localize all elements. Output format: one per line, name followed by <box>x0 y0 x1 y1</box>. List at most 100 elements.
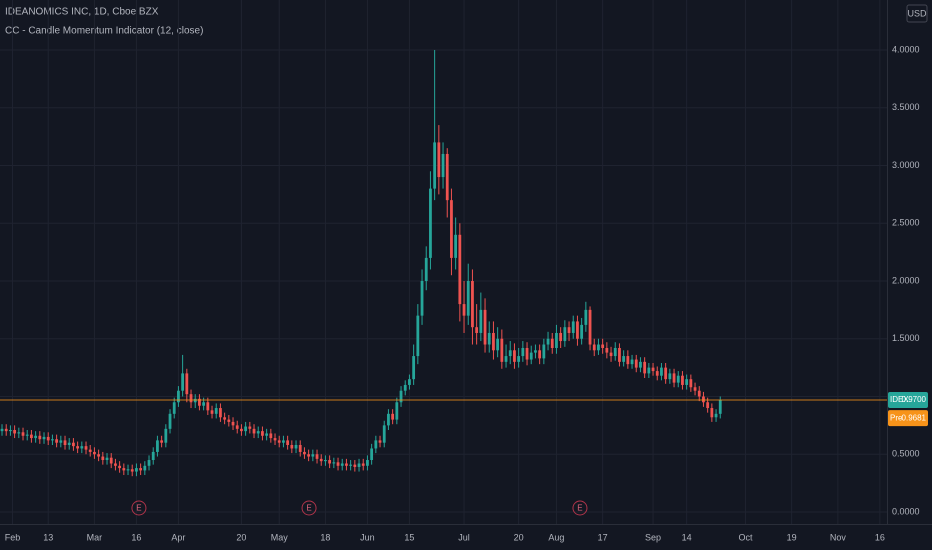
candle-body <box>126 469 130 471</box>
candle-body <box>496 338 500 351</box>
candle-body <box>668 373 672 380</box>
candle-body <box>462 304 466 316</box>
candle-body <box>424 257 428 281</box>
x-tick-label: 16 <box>131 532 141 542</box>
candle-body <box>613 347 617 357</box>
x-tick-label: 15 <box>404 532 414 542</box>
candle-body <box>559 332 563 342</box>
plot <box>0 50 722 477</box>
candle-body <box>38 435 42 440</box>
candle-body <box>328 460 332 464</box>
candle-body <box>681 375 684 385</box>
candle-body <box>261 431 264 436</box>
candle-body <box>588 309 592 345</box>
candle-body <box>445 153 449 201</box>
x-tick-label: 18 <box>320 532 330 542</box>
price-label-name: IDEX <box>890 395 909 404</box>
candle-body <box>618 347 621 362</box>
candle-body <box>429 188 432 258</box>
candle-body <box>332 462 336 464</box>
candle-body <box>282 440 285 443</box>
earnings-marker[interactable] <box>572 500 588 516</box>
candle-body <box>130 469 134 472</box>
candle-body <box>290 445 294 449</box>
y-tick-label: 3.0000 <box>892 160 920 170</box>
candle-body <box>412 356 416 380</box>
y-tick-label: 0.5000 <box>892 449 920 459</box>
candle-body <box>651 367 655 372</box>
price-label-box <box>888 391 928 408</box>
candle-body <box>151 451 155 461</box>
candle-body <box>676 375 680 383</box>
candle-body <box>643 361 647 374</box>
candle-body <box>525 347 529 360</box>
candle-body <box>660 367 663 376</box>
candle-body <box>189 394 193 403</box>
currency-box[interactable] <box>906 4 928 23</box>
candle-body <box>584 309 588 325</box>
candle-body <box>147 460 151 466</box>
candle-body <box>349 464 353 466</box>
candle-body <box>639 361 642 368</box>
candle-body <box>193 398 197 403</box>
indicator-title: CC - Candle Momentum Indicator (12, clos… <box>5 26 203 37</box>
candle-body <box>710 408 714 418</box>
candle-body <box>235 425 239 429</box>
candle-body <box>219 408 222 418</box>
x-tick-label: 13 <box>43 532 53 542</box>
candle-body <box>240 428 243 432</box>
candle-body <box>521 347 525 357</box>
candle-body <box>135 468 138 472</box>
candle-body <box>466 280 470 316</box>
candle-body <box>395 402 399 420</box>
x-tick-label: 20 <box>236 532 246 542</box>
candle-body <box>160 440 164 443</box>
candle-body <box>534 350 537 353</box>
candle-body <box>340 463 344 466</box>
candle-body <box>697 390 701 397</box>
candle-body <box>139 468 143 471</box>
candle-body <box>492 332 495 351</box>
x-tick-label: Feb <box>5 532 21 542</box>
x-tick-label: 17 <box>598 532 608 542</box>
candle-body <box>294 445 298 449</box>
symbol-title: IDEANOMICS INC, 1D, Cboe BZX <box>5 7 159 18</box>
candle-body <box>664 367 668 380</box>
candle-body <box>483 309 487 345</box>
candle-body <box>4 428 8 432</box>
earnings-marker[interactable] <box>301 500 317 516</box>
candle-body <box>538 350 542 359</box>
candle-body <box>164 428 168 443</box>
candle-body <box>450 200 453 258</box>
candle-body <box>42 436 46 440</box>
candle-body <box>479 309 483 333</box>
candle-body <box>202 402 206 406</box>
candle-body <box>517 356 521 362</box>
y-tick-label: 0.0000 <box>892 506 920 516</box>
candle-body <box>370 448 374 461</box>
candle-body <box>571 321 575 333</box>
candle-body <box>156 440 159 452</box>
x-tick-label: Sep <box>645 532 661 542</box>
y-tick-label: 1.5000 <box>892 333 920 343</box>
earnings-marker[interactable] <box>131 500 147 516</box>
x-tick-label: Jun <box>360 532 375 542</box>
candle-body <box>609 352 613 357</box>
candle-body <box>319 458 323 462</box>
candle-body <box>13 429 17 434</box>
price-label-value: 0.9700 <box>902 395 927 404</box>
x-tick-label: Mar <box>87 532 103 542</box>
candle-body <box>597 344 600 351</box>
candle-body <box>303 451 306 455</box>
currency: USD <box>907 8 927 18</box>
candle-body <box>93 451 96 455</box>
candle-body <box>366 460 369 466</box>
candle-body <box>181 373 185 391</box>
candle-body <box>567 327 571 333</box>
candle-body <box>714 413 718 418</box>
candle-body <box>689 379 693 388</box>
candle-body <box>361 463 365 466</box>
candle-body <box>298 445 302 452</box>
candle-body <box>420 280 424 316</box>
